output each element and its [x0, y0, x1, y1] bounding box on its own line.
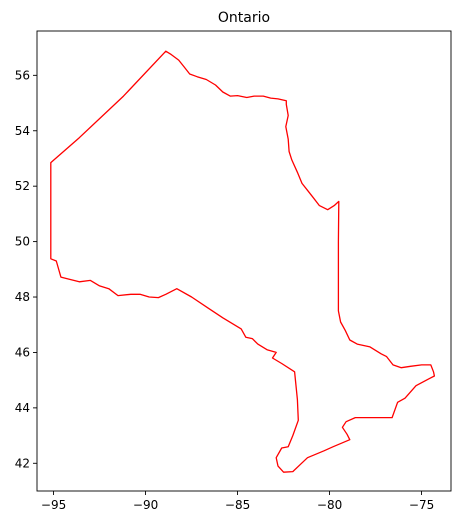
x-tick-label: −75	[409, 498, 434, 512]
y-tick-label: 54	[15, 124, 30, 138]
x-tick-label: −95	[41, 498, 66, 512]
x-axis: −95 −90 −85 −80 −75	[41, 491, 434, 512]
chart-title: Ontario	[218, 10, 270, 26]
y-axis: 42 44 46 48 50 52 54 56	[15, 68, 37, 470]
plot-area-frame	[37, 31, 451, 491]
y-tick-label: 42	[15, 456, 30, 470]
x-tick-label: −85	[225, 498, 250, 512]
y-tick-label: 46	[15, 345, 30, 359]
y-tick-label: 48	[15, 290, 30, 304]
x-tick-label: −90	[133, 498, 158, 512]
x-tick-label: −80	[317, 498, 342, 512]
y-tick-label: 50	[15, 235, 30, 249]
y-tick-label: 56	[15, 68, 30, 82]
y-tick-label: 44	[15, 401, 30, 415]
y-tick-label: 52	[15, 179, 30, 193]
ontario-outline	[51, 51, 435, 472]
